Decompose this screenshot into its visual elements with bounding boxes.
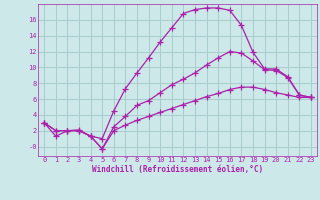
X-axis label: Windchill (Refroidissement éolien,°C): Windchill (Refroidissement éolien,°C) [92, 165, 263, 174]
